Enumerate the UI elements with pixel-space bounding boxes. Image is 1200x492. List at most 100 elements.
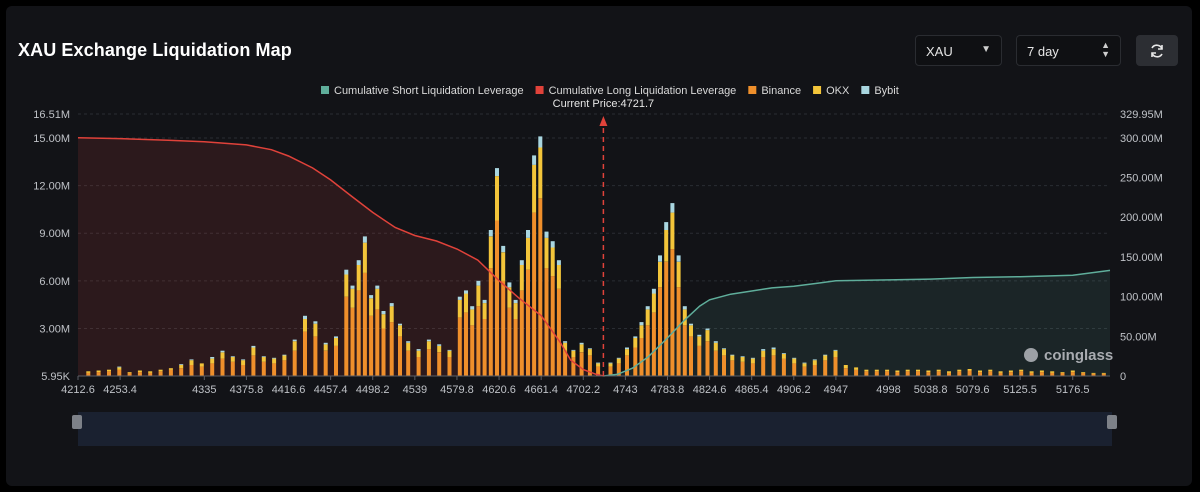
bar-binance[interactable] <box>556 288 561 377</box>
bar-bybit[interactable] <box>389 303 394 307</box>
bar-binance[interactable] <box>272 363 277 377</box>
bar-binance[interactable] <box>895 372 900 377</box>
bar-okx[interactable] <box>303 318 307 332</box>
bar-bybit[interactable] <box>538 136 543 148</box>
bar-binance[interactable] <box>682 325 687 377</box>
bar-bybit[interactable] <box>437 344 442 346</box>
bar-bybit[interactable] <box>526 230 530 238</box>
bar-binance[interactable] <box>670 249 675 377</box>
bar-okx[interactable] <box>261 357 266 362</box>
bar-bybit[interactable] <box>334 336 338 338</box>
bar-okx[interactable] <box>905 369 910 372</box>
bar-bybit[interactable] <box>532 155 537 165</box>
bar-okx[interactable] <box>895 370 900 373</box>
bar-binance[interactable] <box>713 350 718 377</box>
bar-binance[interactable] <box>916 371 920 377</box>
bar-binance[interactable] <box>1070 372 1075 377</box>
bar-bybit[interactable] <box>616 357 621 359</box>
bar-okx[interactable] <box>127 372 132 373</box>
bar-okx[interactable] <box>596 363 601 367</box>
bar-bybit[interactable] <box>761 349 766 351</box>
bar-bybit[interactable] <box>261 356 266 358</box>
bar-bybit[interactable] <box>350 285 355 289</box>
bar-okx[interactable] <box>1081 372 1086 373</box>
bar-binance[interactable] <box>1008 372 1013 377</box>
bar-okx[interactable] <box>651 293 656 313</box>
refresh-button[interactable] <box>1136 35 1178 66</box>
bar-bybit[interactable] <box>282 354 287 356</box>
bar-okx[interactable] <box>220 352 225 359</box>
bar-okx[interactable] <box>1091 372 1096 374</box>
bar-okx[interactable] <box>579 344 584 353</box>
bar-binance[interactable] <box>625 355 629 377</box>
bar-okx[interactable] <box>639 325 644 338</box>
bar-binance[interactable] <box>519 290 524 377</box>
bar-binance[interactable] <box>705 341 710 377</box>
bar-binance[interactable] <box>885 371 890 377</box>
bar-okx[interactable] <box>482 303 487 319</box>
bar-okx[interactable] <box>107 369 111 372</box>
bar-okx[interactable] <box>344 274 349 297</box>
bar-binance[interactable] <box>96 372 101 377</box>
bar-binance[interactable] <box>457 317 462 377</box>
bar-binance[interactable] <box>526 269 530 377</box>
bar-okx[interactable] <box>389 306 394 323</box>
bar-bybit[interactable] <box>676 255 681 262</box>
bar-binance[interactable] <box>513 318 518 376</box>
bar-binance[interactable] <box>168 369 173 376</box>
bar-binance[interactable] <box>313 336 318 377</box>
bar-binance[interactable] <box>802 366 807 377</box>
bar-bybit[interactable] <box>482 299 487 304</box>
bar-okx[interactable] <box>625 349 629 356</box>
bar-bybit[interactable] <box>781 353 786 354</box>
bar-bybit[interactable] <box>323 342 328 345</box>
bar-binance[interactable] <box>538 198 543 377</box>
bar-binance[interactable] <box>220 358 225 377</box>
bar-binance[interactable] <box>1101 373 1106 377</box>
bar-binance[interactable] <box>833 357 838 376</box>
bar-bybit[interactable] <box>802 362 807 364</box>
bar-okx[interactable] <box>740 357 745 362</box>
bar-binance[interactable] <box>676 287 681 377</box>
bar-bybit[interactable] <box>495 168 499 176</box>
bar-okx[interactable] <box>179 365 184 369</box>
bar-okx[interactable] <box>230 357 235 362</box>
bar-bybit[interactable] <box>639 322 644 326</box>
bar-bybit[interactable] <box>670 203 675 213</box>
scroller-right-handle[interactable] <box>1107 415 1117 429</box>
bar-binance[interactable] <box>189 365 194 377</box>
bar-okx[interactable] <box>676 261 681 288</box>
bar-okx[interactable] <box>488 236 493 269</box>
bar-bybit[interactable] <box>713 341 718 343</box>
bar-okx[interactable] <box>210 358 215 364</box>
bar-okx[interactable] <box>658 261 662 288</box>
bar-binance[interactable] <box>639 338 644 377</box>
bar-binance[interactable] <box>350 307 355 377</box>
bar-binance[interactable] <box>1081 372 1086 377</box>
bar-okx[interactable] <box>771 349 776 356</box>
bar-bybit[interactable] <box>507 282 512 288</box>
bar-binance[interactable] <box>230 361 235 377</box>
bar-okx[interactable] <box>117 367 122 370</box>
bar-okx[interactable] <box>633 338 638 348</box>
bar-binance[interactable] <box>823 360 828 377</box>
bar-binance[interactable] <box>507 307 512 377</box>
bar-bybit[interactable] <box>457 296 462 300</box>
bar-okx[interactable] <box>926 370 931 373</box>
bar-okx[interactable] <box>697 336 702 346</box>
bar-binance[interactable] <box>697 345 702 377</box>
bar-okx[interactable] <box>251 347 256 356</box>
bar-okx[interactable] <box>1060 372 1065 373</box>
bar-binance[interactable] <box>241 365 246 377</box>
bar-bybit[interactable] <box>416 349 421 351</box>
bar-okx[interactable] <box>750 358 755 364</box>
bar-binance[interactable] <box>532 212 537 377</box>
bar-binance[interactable] <box>1050 372 1055 377</box>
bar-binance[interactable] <box>251 355 256 377</box>
bar-okx[interactable] <box>334 338 338 346</box>
bar-bybit[interactable] <box>812 359 817 361</box>
bar-okx[interactable] <box>916 369 920 372</box>
bar-bybit[interactable] <box>722 348 726 350</box>
bar-binance[interactable] <box>476 306 481 376</box>
bar-bybit[interactable] <box>633 336 638 338</box>
